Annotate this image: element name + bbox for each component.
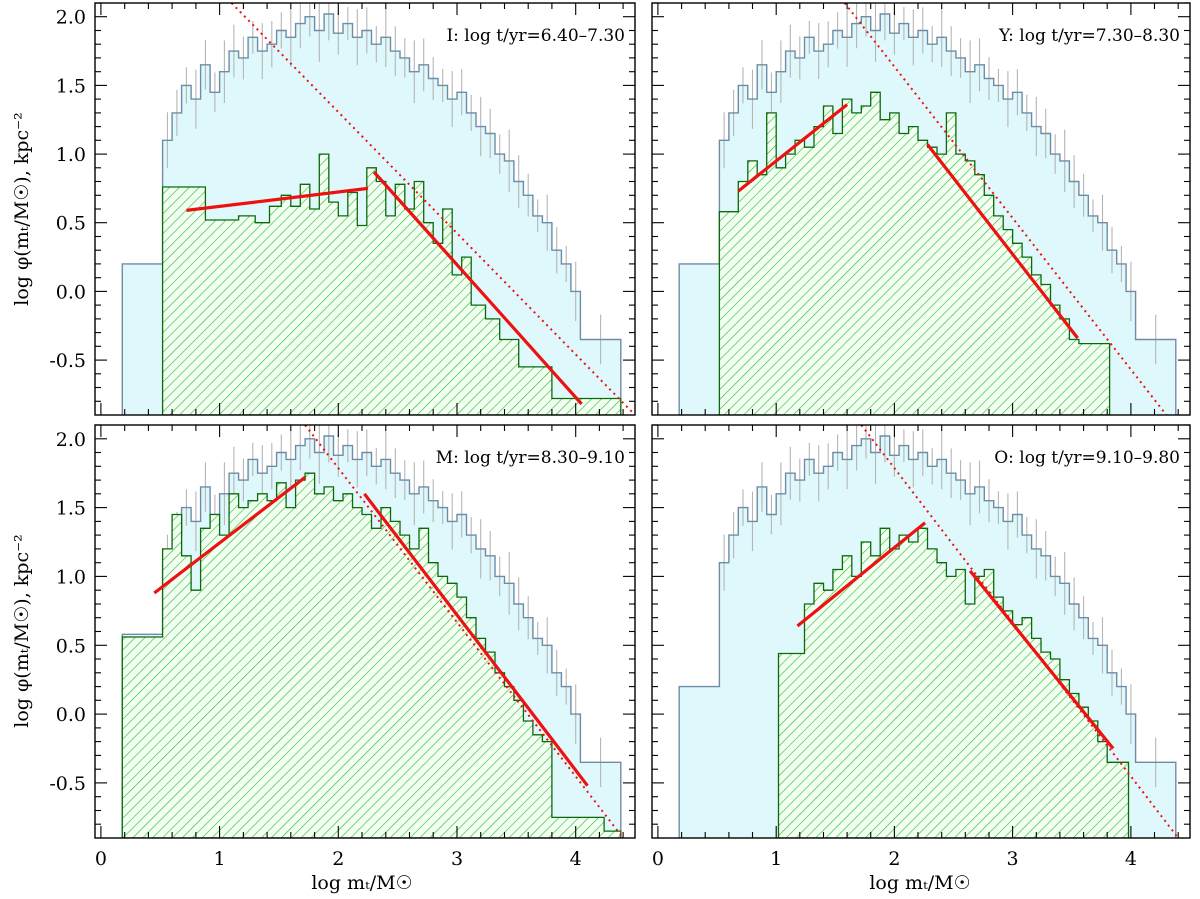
all-histogram-outline xyxy=(121,435,622,838)
x-tick-label: 0 xyxy=(95,848,107,870)
x-tick-label: 3 xyxy=(451,848,463,870)
plot-area xyxy=(121,3,635,415)
y-tick-label: 2.0 xyxy=(56,429,86,451)
subgroup-histogram xyxy=(161,153,622,415)
x-tick-label: 4 xyxy=(570,848,582,870)
panel-title: Y: log t/yr=7.30–8.30 xyxy=(998,26,1180,46)
fit-line xyxy=(186,186,369,212)
plot-area xyxy=(678,425,1179,838)
all-histogram-outline xyxy=(121,13,622,415)
y-tick-label: 0.5 xyxy=(56,635,86,657)
plot-area xyxy=(121,425,624,838)
panel-y: Y: log t/yr=7.30–8.30 xyxy=(651,2,1191,416)
panel-title: O: log t/yr=9.10–9.80 xyxy=(994,448,1180,468)
y-tick-label: 0.0 xyxy=(56,704,86,726)
panel-i: -0.5 0.0 0.5 1.0 1.5 2.0 I: log t/yr=6.40–7.30 xyxy=(49,2,636,416)
panel-title: M: log t/yr=8.30–9.10 xyxy=(436,448,625,468)
y-tick-label: 1.0 xyxy=(56,144,86,166)
reference-slope-line xyxy=(860,425,1179,838)
y-axis-title-bottom: log φ(mₜ/M☉), kpc⁻² xyxy=(11,534,33,727)
y-tick-label: 0.5 xyxy=(56,213,86,235)
panel-o: 0 1 2 3 4 O: log t/yr=9.10–9.80 xyxy=(651,424,1191,870)
fit-line xyxy=(737,103,849,193)
fit-line xyxy=(968,569,1115,750)
fit-line xyxy=(796,521,927,628)
y-tick-label: 2.0 xyxy=(56,7,86,29)
fit-line xyxy=(153,476,307,595)
x-tick-label: 2 xyxy=(332,848,344,870)
x-axis-title-right: log mₜ/M☉ xyxy=(869,872,970,894)
y-tick-label: 1.0 xyxy=(56,566,86,588)
subgroup-histogram xyxy=(777,527,1130,838)
y-tick-label: -0.5 xyxy=(49,773,86,795)
fit-line xyxy=(372,170,583,406)
all-histogram-outline xyxy=(678,435,1177,838)
subgroup-histogram xyxy=(121,472,622,838)
x-tick-label: 1 xyxy=(770,848,782,870)
fit-line xyxy=(926,143,1079,340)
x-tick-label: 0 xyxy=(652,848,664,870)
panel-m: 0 1 2 3 4 -0.5 0.0 0.5 1.0 1.5 2.0 M: log t/yr=8.30… xyxy=(49,424,636,870)
fit-line xyxy=(363,492,589,787)
x-axis-title-left: log mₜ/M☉ xyxy=(311,872,412,894)
x-tick-label: 2 xyxy=(888,848,900,870)
x-tick-label: 1 xyxy=(214,848,226,870)
all-histogram-outline xyxy=(678,13,1177,415)
y-tick-label: 1.5 xyxy=(56,75,86,97)
x-tick-label: 3 xyxy=(1007,848,1019,870)
y-axis-title-top: log φ(mₜ/M☉), kpc⁻² xyxy=(11,112,33,305)
y-tick-label: 1.5 xyxy=(56,498,86,520)
y-tick-label: 0.0 xyxy=(56,281,86,303)
y-tick-label: -0.5 xyxy=(49,350,86,372)
x-tick-label: 4 xyxy=(1125,848,1137,870)
plot-area xyxy=(678,3,1177,415)
panel-title: I: log t/yr=6.40–7.30 xyxy=(446,26,625,46)
reference-slope-line xyxy=(230,3,635,415)
